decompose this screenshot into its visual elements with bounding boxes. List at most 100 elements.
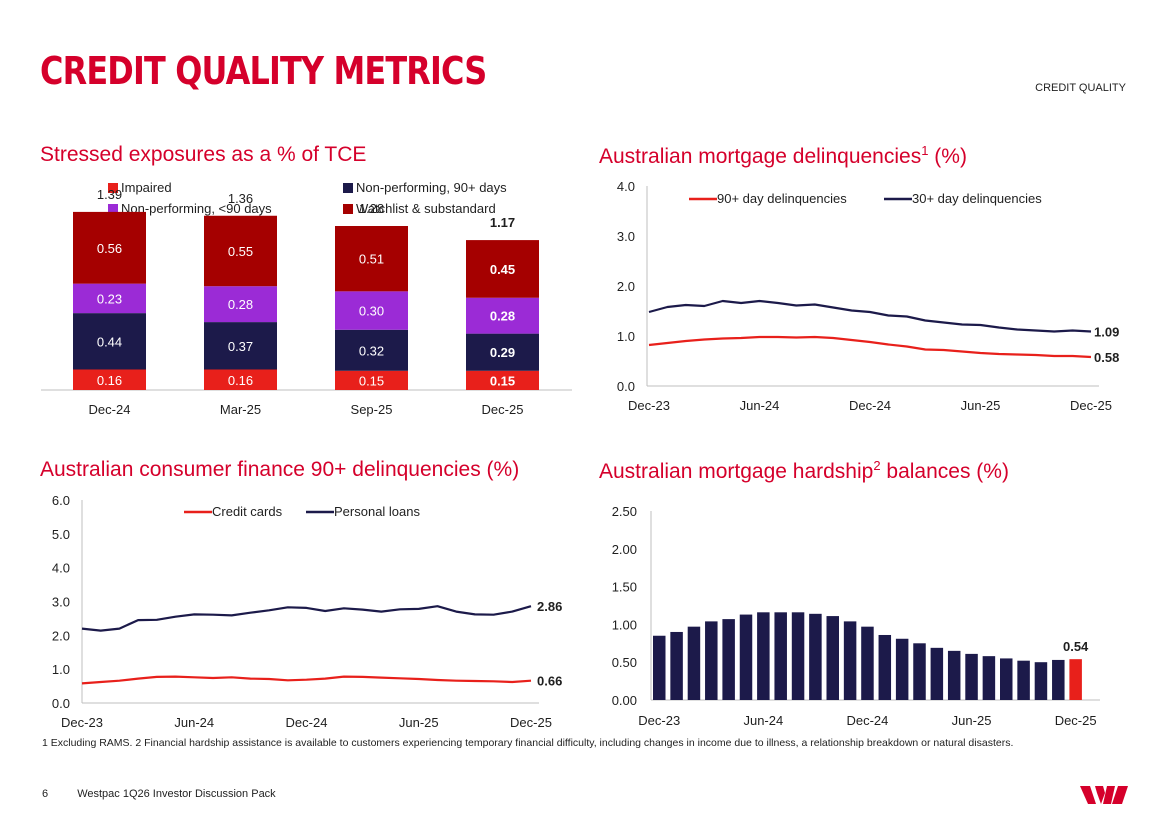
stressed-bar-label-dec-24-s0: 0.16 (97, 373, 122, 388)
stressed-bar-label-mar-25-s0: 0.16 (228, 373, 253, 388)
legend-label-non-performing-90-days: Non-performing, 90+ days (356, 180, 507, 195)
stressed-total-sep-25: 1.28 (359, 201, 384, 216)
hardship-bar-11 (843, 621, 857, 700)
stressed-bar-sep-25-s1 (335, 329, 408, 371)
consumer-x-tick-1: Jun-24 (174, 715, 214, 730)
hardship-y-tick-0: 0.00 (612, 693, 637, 708)
stressed-bar-dec-25-s2 (466, 297, 539, 334)
hardship-bar-10 (826, 616, 839, 700)
mortgage-delinq-y-tick-2: 2.0 (617, 279, 635, 294)
hardship-end-label: 0.54 (1063, 639, 1089, 654)
hardship-bar-6 (757, 612, 770, 700)
consumer-legend-label-0: Credit cards (212, 504, 283, 519)
consumer-y-tick-4: 4.0 (52, 561, 70, 576)
mortgage-delinq-x-tick-3: Jun-25 (961, 398, 1001, 413)
stressed-bar-mar-25-s2 (204, 286, 277, 323)
consumer-series-credit-cards (81, 675, 532, 685)
hardship-y-tick-5: 2.50 (612, 504, 637, 519)
stressed-bar-sep-25-s0 (335, 370, 408, 390)
hardship-bar-8 (791, 612, 805, 700)
consumer-end-label-1: 2.86 (537, 599, 562, 614)
hardship-bar-1 (670, 631, 683, 700)
hardship-bar-9 (809, 613, 822, 700)
stressed-x-tick-dec-24: Dec-24 (89, 402, 131, 417)
stressed-bar-dec-24-s0 (73, 369, 146, 390)
hardship-bar-24 (1069, 659, 1082, 700)
stressed-bar-dec-24-s3 (73, 211, 146, 284)
mortgage-delinq-x-tick-4: Dec-25 (1070, 398, 1112, 413)
stressed-bar-label-dec-24-s3: 0.56 (97, 241, 122, 256)
hardship-title-suffix: balances (%) (880, 460, 1009, 483)
stressed-bar-mar-25-s1 (204, 322, 277, 370)
mortgage-delinq-title-sup: 1 (921, 143, 929, 158)
mortgage-delinq-end-label-top: 1.09 (1094, 325, 1119, 340)
mortgage-delinq-end-label-bottom: 0.58 (1094, 350, 1119, 365)
consumer-y-tick-2: 2.0 (52, 628, 70, 643)
hardship-title-sup: 2 (873, 458, 881, 473)
stressed-bar-label-dec-25-s0: 0.15 (490, 373, 515, 388)
stressed-x-tick-mar-25: Mar-25 (220, 402, 261, 417)
stressed-x-tick-sep-25: Sep-25 (351, 402, 393, 417)
hardship-y-tick-1: 0.50 (612, 655, 637, 670)
hardship-bar-21 (1017, 660, 1030, 700)
legend-swatch-watchlist-substandard (343, 204, 353, 214)
hardship-x-tick-3: Jun-25 (952, 713, 992, 728)
footer: 6 Westpac 1Q26 Investor Discussion Pack (42, 788, 302, 800)
stressed-total-mar-25: 1.36 (228, 191, 253, 206)
hardship-bar-16 (930, 647, 944, 700)
mortgage-delinq-legend-label-1: 30+ day delinquencies (912, 191, 1042, 206)
stressed-bar-dec-25-s0 (466, 370, 539, 390)
doc-title: Westpac 1Q26 Investor Discussion Pack (77, 788, 276, 800)
mortgage-delinq-y-tick-3: 3.0 (617, 229, 635, 244)
stressed-bar-label-sep-25-s1: 0.32 (359, 343, 384, 358)
mortgage-delinq-x-tick-0: Dec-23 (628, 398, 670, 413)
hardship-bar-14 (895, 638, 909, 700)
consumer-x-tick-0: Dec-23 (61, 715, 103, 730)
page-number: 6 (42, 788, 49, 800)
mortgage-delinq-y-tick-4: 4.0 (617, 179, 635, 194)
stressed-bar-dec-24-s2 (73, 283, 146, 314)
mortgage-delinq-y-tick-1: 1.0 (617, 329, 635, 344)
stressed-bar-label-sep-25-s2: 0.30 (359, 304, 384, 319)
consumer-chart-title: Australian consumer finance 90+ delinque… (40, 458, 520, 481)
stressed-total-dec-24: 1.39 (97, 187, 122, 202)
consumer-x-tick-3: Jun-25 (399, 715, 439, 730)
legend-swatch-non-performing-90-days (108, 204, 118, 214)
hardship-y-tick-4: 2.00 (612, 542, 637, 557)
mortgage-delinq-legend-label-0: 90+ day delinquencies (717, 191, 847, 206)
consumer-x-tick-2: Dec-24 (286, 715, 328, 730)
stressed-chart-title: Stressed exposures as a % of TCE (40, 143, 367, 166)
stressed-bar-label-dec-25-s1: 0.29 (490, 345, 515, 360)
hardship-x-tick-0: Dec-23 (638, 713, 680, 728)
stressed-bar-mar-25-s0 (204, 369, 277, 390)
hardship-bar-17 (947, 650, 961, 700)
mortgage-delinq-chart-title: Australian mortgage delinquencies1 (%) (599, 143, 967, 169)
consumer-y-tick-5: 5.0 (52, 527, 70, 542)
hardship-bar-5 (739, 614, 753, 700)
hardship-bar-3 (705, 621, 718, 700)
consumer-y-tick-3: 3.0 (52, 595, 70, 610)
westpac-logo-icon (1080, 786, 1128, 804)
stressed-bar-label-mar-25-s1: 0.37 (228, 339, 253, 354)
stressed-bar-mar-25-s3 (204, 215, 277, 287)
legend-label-watchlist-substandard: Watchlist & substandard (356, 201, 496, 216)
stressed-bar-dec-25-s1 (466, 333, 539, 371)
mortgage-delinq-title-suffix: (%) (928, 145, 967, 168)
hardship-title-text: Australian mortgage hardship (599, 460, 874, 483)
hardship-bar-4 (722, 619, 735, 700)
hardship-bar-22 (1034, 662, 1048, 700)
stressed-bar-sep-25-s3 (335, 226, 408, 292)
hardship-bar-23 (1052, 659, 1065, 700)
hardship-y-tick-2: 1.00 (612, 617, 637, 632)
stressed-total-dec-25: 1.17 (490, 215, 515, 230)
hardship-bar-15 (913, 643, 926, 700)
page-title: CREDIT QUALITY METRICS (40, 49, 487, 93)
legend-swatch-non-performing-90-days (343, 183, 353, 193)
mortgage-delinq-x-tick-2: Dec-24 (849, 398, 891, 413)
consumer-series-personal-loans (81, 605, 532, 632)
mortgage-delinq-series-30-day-delinquencies (648, 299, 1092, 333)
hardship-bar-13 (878, 634, 892, 700)
stressed-bar-label-dec-25-s3: 0.45 (490, 262, 515, 277)
stressed-bar-label-sep-25-s3: 0.51 (359, 252, 384, 267)
